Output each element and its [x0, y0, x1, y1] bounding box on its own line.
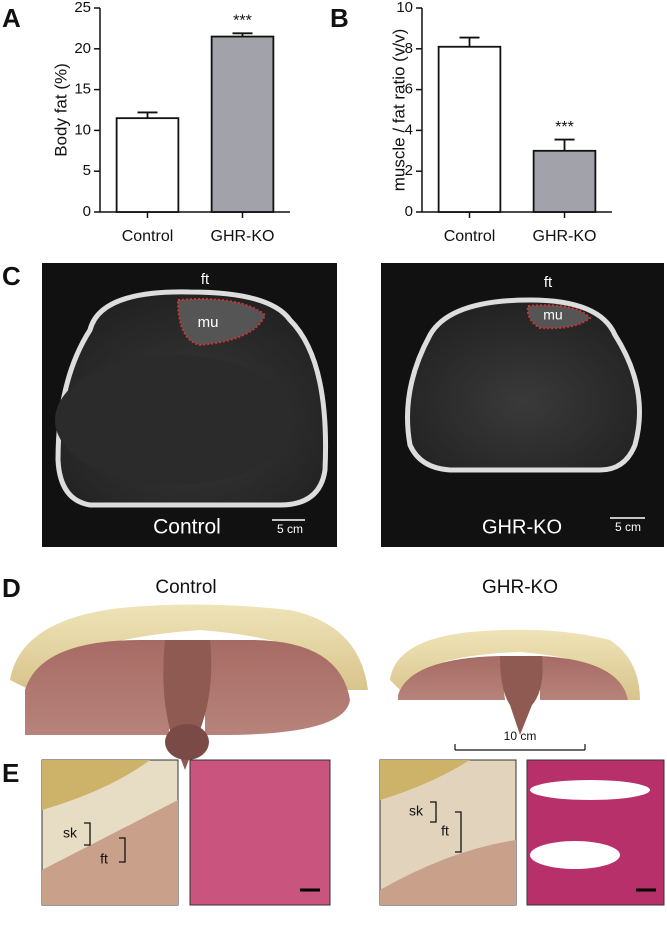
panel-label: E: [2, 758, 19, 788]
skin-label: sk: [409, 803, 424, 819]
y-tick-label: 10: [74, 121, 91, 138]
y-tick-label: 25: [74, 0, 91, 16]
scale-label: 10 cm: [504, 729, 537, 743]
panel-label: C: [2, 261, 21, 291]
caption: GHR-KO: [482, 516, 562, 538]
mri-ghr-ko: [381, 263, 664, 547]
caption: Control: [155, 577, 216, 598]
skin-photo: [41, 759, 179, 906]
muscle-label: mu: [543, 307, 562, 323]
x-tick-label: Control: [444, 228, 496, 245]
skin-label: sk: [63, 825, 78, 841]
y-axis-label: muscle / fat ratio (v/v): [389, 29, 408, 191]
histology: [189, 759, 331, 906]
y-axis-label: Body fat (%): [51, 63, 70, 157]
fat-label: ft: [441, 823, 449, 839]
y-tick-label: 20: [74, 40, 91, 57]
bar: [437, 45, 502, 213]
specimen-ghr-ko: [390, 629, 640, 735]
specimen-control: [10, 604, 368, 770]
skin-photo: [379, 759, 517, 906]
scale-label: 5 cm: [615, 520, 641, 534]
significance: ***: [233, 13, 252, 30]
scale-bar: [454, 744, 586, 751]
significance: ***: [555, 119, 574, 136]
y-tick-label: 5: [83, 162, 91, 179]
y-tick-label: 4: [405, 121, 413, 138]
x-tick-label: Control: [122, 228, 174, 245]
mri-control: [42, 263, 337, 547]
x-tick-label: GHR-KO: [533, 228, 597, 245]
scale-label: 5 cm: [277, 522, 303, 536]
panel-label: B: [330, 3, 349, 33]
bar: [532, 149, 597, 213]
muscle-label: mu: [198, 314, 219, 331]
panel-label: A: [2, 3, 21, 33]
fat-label: ft: [544, 274, 553, 291]
bar: [115, 117, 180, 213]
bar: [210, 35, 275, 213]
bracket: [84, 801, 462, 863]
caption: GHR-KO: [482, 577, 558, 598]
histology: [526, 759, 665, 906]
y-tick-label: 10: [396, 0, 413, 16]
x-tick-label: GHR-KO: [211, 228, 275, 245]
panel-label: D: [2, 573, 21, 603]
y-tick-label: 8: [405, 40, 413, 57]
caption: Control: [153, 516, 221, 539]
y-tick-label: 0: [405, 203, 413, 220]
y-tick-label: 2: [405, 162, 413, 179]
y-tick-label: 6: [405, 81, 413, 98]
y-tick-label: 15: [74, 81, 91, 98]
fat-label: ft: [100, 851, 108, 867]
fat-label: ft: [201, 271, 210, 288]
y-tick-label: 0: [83, 203, 91, 220]
